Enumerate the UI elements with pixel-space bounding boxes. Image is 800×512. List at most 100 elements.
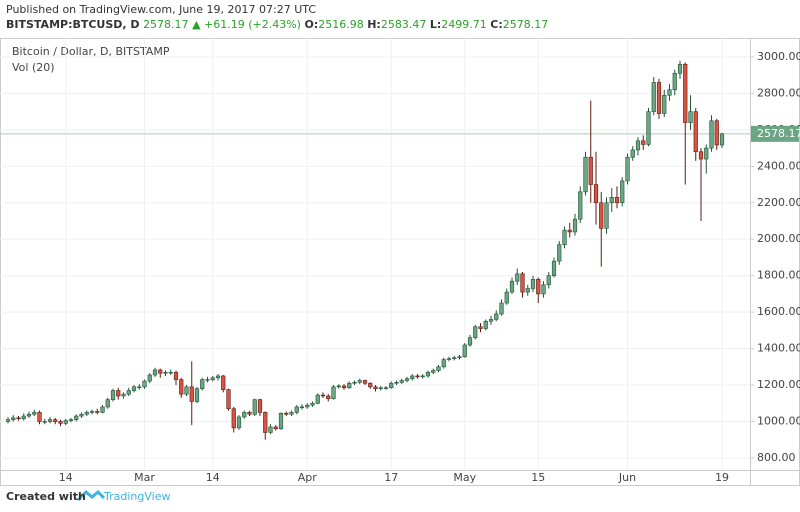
candle-body <box>651 82 656 112</box>
candle-body <box>431 370 436 373</box>
candle-body <box>284 413 289 415</box>
l-label: L: <box>429 18 442 31</box>
x-tick-label: Apr <box>298 471 318 484</box>
candle-body <box>394 382 399 384</box>
candle-body <box>26 413 32 417</box>
candle-body <box>494 313 499 320</box>
candle-body <box>609 197 614 204</box>
candle-body <box>95 411 100 413</box>
candle-body <box>142 380 147 388</box>
symbol-line: BITSTAMP:BTCUSD, D 2578.17 ▲ +61.19 (+2.… <box>6 18 548 31</box>
candle-body <box>210 377 215 380</box>
symbol: BITSTAMP:BTCUSD, D <box>6 18 140 31</box>
candle-body <box>231 408 236 429</box>
candle-body <box>252 399 257 415</box>
candle-body <box>599 202 604 229</box>
candle-body <box>509 280 515 293</box>
candle-body <box>299 406 305 409</box>
candle-body <box>158 369 163 374</box>
y-tick-label: 800.00 <box>757 451 796 464</box>
candle-body <box>593 184 599 204</box>
candle-body <box>47 419 53 422</box>
candle-body <box>709 120 714 149</box>
candle-body <box>137 386 142 388</box>
candle-body <box>667 89 672 96</box>
candle-body <box>16 417 21 420</box>
candle-body <box>42 421 47 423</box>
candle-body <box>583 156 588 193</box>
candle-body <box>530 279 536 289</box>
candle-body <box>336 385 341 388</box>
candle-body <box>656 82 662 114</box>
candle-body <box>588 156 593 185</box>
candle-body <box>536 279 541 295</box>
candle-body <box>604 202 609 229</box>
candle-body <box>635 140 641 151</box>
candle-body <box>562 229 567 246</box>
candle-body <box>242 412 247 418</box>
candle-body <box>131 386 137 391</box>
o-label: O: <box>304 18 319 31</box>
candle-body <box>620 180 625 204</box>
candle-body <box>320 394 326 397</box>
candle-body <box>662 94 667 114</box>
candle-body <box>425 371 431 377</box>
candle-body <box>698 151 704 160</box>
candle-body <box>194 388 200 402</box>
c-label: C: <box>490 18 503 31</box>
candle-body <box>373 386 378 390</box>
candle-body <box>714 120 719 146</box>
candle-body <box>677 63 683 74</box>
candle-body <box>305 404 310 408</box>
candle-body <box>646 111 651 145</box>
candle-body <box>389 382 394 389</box>
candle-body <box>546 275 551 286</box>
last-price-box <box>751 125 799 142</box>
candle-body <box>184 386 189 395</box>
candle-body <box>341 385 347 389</box>
x-tick-label: Mar <box>134 471 155 484</box>
candle-body <box>504 291 509 304</box>
candle-body <box>100 406 105 413</box>
o-value: 2516.98 <box>318 18 364 31</box>
candle-body <box>294 406 299 413</box>
candle-body <box>499 302 504 315</box>
x-tick-label: 14 <box>206 471 220 484</box>
candle-body <box>420 375 425 378</box>
candle-body <box>378 387 383 390</box>
candle-body <box>32 412 37 415</box>
candle-body <box>179 379 184 395</box>
y-tick-label: 3000.00 <box>757 50 800 63</box>
chart-title: Bitcoin / Dollar, D, BITSTAMP <box>12 45 170 58</box>
published-line: Published on TradingView.com, June 19, 2… <box>6 3 317 16</box>
h-value: 2583.47 <box>380 18 427 31</box>
candle-body <box>152 369 158 376</box>
x-tick-label: 15 <box>531 471 545 484</box>
y-tick-label: 2000.00 <box>757 232 800 245</box>
created-with: Created with <box>6 490 86 503</box>
candle-body <box>289 412 294 415</box>
x-tick-label: Jun <box>618 471 636 484</box>
candle-body <box>404 378 410 381</box>
candle-body <box>205 379 210 381</box>
y-tick-label: 2400.00 <box>757 159 800 172</box>
candle-body <box>410 375 415 379</box>
candle-body <box>84 412 89 415</box>
y-tick-label: 1400.00 <box>757 342 800 355</box>
candle-body <box>578 191 583 220</box>
candle-body <box>226 389 231 410</box>
candle-body <box>462 344 467 358</box>
candle-body <box>473 326 478 338</box>
candle-body <box>362 380 368 384</box>
candle-body <box>257 399 263 413</box>
c-value: 2578.17 <box>502 18 549 31</box>
candle-body <box>326 395 331 400</box>
candle-body <box>352 382 357 384</box>
candle-body <box>693 111 698 153</box>
candle-body <box>53 419 58 422</box>
x-tick-label: 14 <box>59 471 73 484</box>
y-tick-label: 2200.00 <box>757 196 800 209</box>
candle-body <box>567 229 572 233</box>
candle-body <box>200 379 205 390</box>
